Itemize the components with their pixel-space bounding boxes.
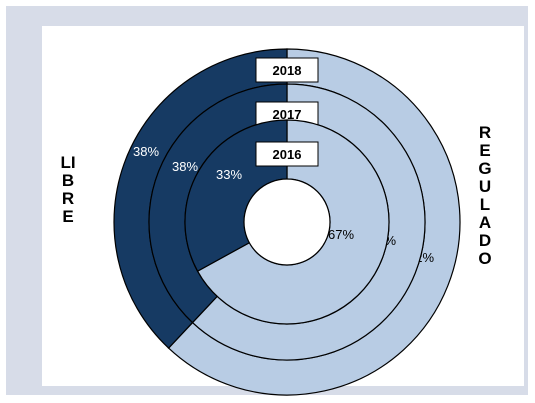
libre-label: LIBRE xyxy=(60,153,76,226)
year-label-2017: 2017 xyxy=(273,107,302,122)
year-label-2018: 2018 xyxy=(273,63,302,78)
regulado-label: REGULADO xyxy=(478,123,492,268)
regulado-value-2016: 67% xyxy=(328,227,354,242)
libre-value-2017: 38% xyxy=(172,159,198,174)
year-box-2018 xyxy=(255,57,319,83)
donut-hole xyxy=(243,178,331,266)
libre-value-2016: 33% xyxy=(216,167,242,182)
libre-value-2018: 38% xyxy=(133,144,159,159)
year-label-2016: 2016 xyxy=(273,147,302,162)
year-box-2016 xyxy=(255,141,319,167)
